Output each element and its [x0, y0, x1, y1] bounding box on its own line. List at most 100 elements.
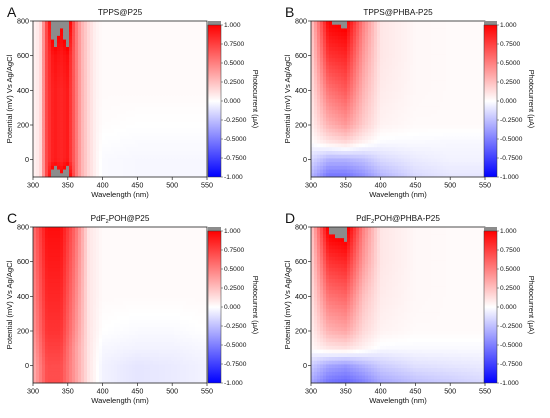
heatmap-cell: [174, 95, 178, 100]
heatmap-cell: [365, 39, 369, 44]
heatmap-cell: [171, 143, 175, 148]
heatmap-cell: [174, 136, 178, 141]
heatmap-cell: [195, 121, 199, 126]
heatmap-cell: [329, 165, 333, 170]
heatmap-cell: [428, 91, 432, 96]
heatmap-cell: [69, 50, 73, 55]
heatmap-cell: [473, 80, 477, 85]
heatmap-cell: [455, 99, 459, 104]
heatmap-cell: [180, 73, 184, 78]
heatmap-cell: [174, 47, 178, 52]
heatmap-cell: [168, 106, 172, 111]
heatmap-cell: [404, 106, 408, 111]
heatmap-cell: [177, 35, 181, 40]
heatmap-cell: [443, 113, 447, 118]
heatmap-cell: [186, 106, 190, 111]
heatmap-cell: [431, 162, 435, 167]
heatmap-cell: [72, 139, 76, 144]
heatmap-cell: [51, 173, 55, 178]
heatmap-cell: [183, 99, 187, 104]
heatmap-cell: [362, 47, 366, 52]
heatmap-cell: [392, 158, 396, 163]
heatmap-cell: [78, 162, 82, 167]
heatmap-cell: [458, 125, 462, 130]
heatmap-cell: [332, 147, 336, 152]
heatmap-cell: [422, 102, 426, 107]
heatmap-cell: [192, 106, 196, 111]
heatmap-cell: [69, 39, 73, 44]
heatmap-cell: [114, 99, 118, 104]
heatmap-cell: [323, 151, 327, 156]
heatmap-cell: [117, 80, 121, 85]
heatmap-cell: [440, 165, 444, 170]
heatmap-cell: [171, 80, 175, 85]
heatmap-cell: [186, 58, 190, 63]
heatmap-cell: [66, 76, 70, 81]
heatmap-cell: [404, 43, 408, 48]
heatmap-cell: [120, 113, 124, 118]
heatmap-cell: [36, 151, 40, 156]
heatmap-cell: [126, 35, 130, 40]
heatmap-cell: [377, 61, 381, 66]
heatmap-cell: [365, 95, 369, 100]
heatmap-cell: [105, 169, 109, 174]
heatmap-cell: [374, 106, 378, 111]
heatmap-cell: [368, 158, 372, 163]
heatmap-cell: [81, 58, 85, 63]
heatmap-cell: [174, 65, 178, 70]
heatmap-cell: [356, 91, 360, 96]
heatmap-cell: [434, 139, 438, 144]
heatmap-cell: [440, 162, 444, 167]
heatmap-cell: [135, 106, 139, 111]
heatmap-cell: [371, 54, 375, 59]
heatmap-cell: [356, 69, 360, 74]
colorbar-tick-label: -0.5000: [224, 136, 247, 143]
heatmap-cell: [389, 151, 393, 156]
heatmap-cell: [380, 58, 384, 63]
heatmap-cell: [138, 136, 142, 141]
heatmap-cell: [344, 47, 348, 52]
heatmap-cell: [60, 165, 64, 170]
heatmap-cell: [81, 165, 85, 170]
heatmap-cell: [326, 61, 330, 66]
heatmap-cell: [458, 61, 462, 66]
heatmap-cell: [174, 121, 178, 126]
heatmap-cell: [368, 143, 372, 148]
heatmap-cell: [108, 73, 112, 78]
heatmap-cell: [42, 54, 46, 59]
heatmap-cell: [177, 95, 181, 100]
x-tick-label: 550: [201, 181, 213, 190]
heatmap-cell: [186, 61, 190, 66]
heatmap-cell: [105, 117, 109, 122]
heatmap-cell: [407, 158, 411, 163]
heatmap-cell: [362, 139, 366, 144]
heatmap-cell: [153, 87, 157, 92]
heatmap-cell: [404, 143, 408, 148]
heatmap-cell: [69, 117, 73, 122]
heatmap-cell: [311, 136, 315, 141]
heatmap-cell: [320, 43, 324, 48]
heatmap-cell: [323, 139, 327, 144]
heatmap-cell: [311, 58, 315, 63]
heatmap-cell: [174, 151, 178, 156]
heatmap-cell: [446, 99, 450, 104]
heatmap-cell: [449, 47, 453, 52]
heatmap-cell: [377, 69, 381, 74]
heatmap-cell: [90, 65, 94, 70]
heatmap-cell: [144, 143, 148, 148]
heatmap-cell: [449, 39, 453, 44]
heatmap-cell: [467, 99, 471, 104]
heatmap-cell: [33, 32, 37, 37]
heatmap-cell: [461, 76, 465, 81]
heatmap-cell: [96, 61, 100, 66]
heatmap-cell: [395, 58, 399, 63]
heatmap-cell: [156, 147, 160, 152]
heatmap-cell: [162, 24, 166, 29]
heatmap-cell: [473, 113, 477, 118]
heatmap-cell: [126, 128, 130, 133]
heatmap-cell: [419, 21, 423, 26]
heatmap-cell: [153, 24, 157, 29]
heatmap-cell: [443, 91, 447, 96]
heatmap-cell: [33, 143, 37, 148]
heatmap-cell: [356, 117, 360, 122]
